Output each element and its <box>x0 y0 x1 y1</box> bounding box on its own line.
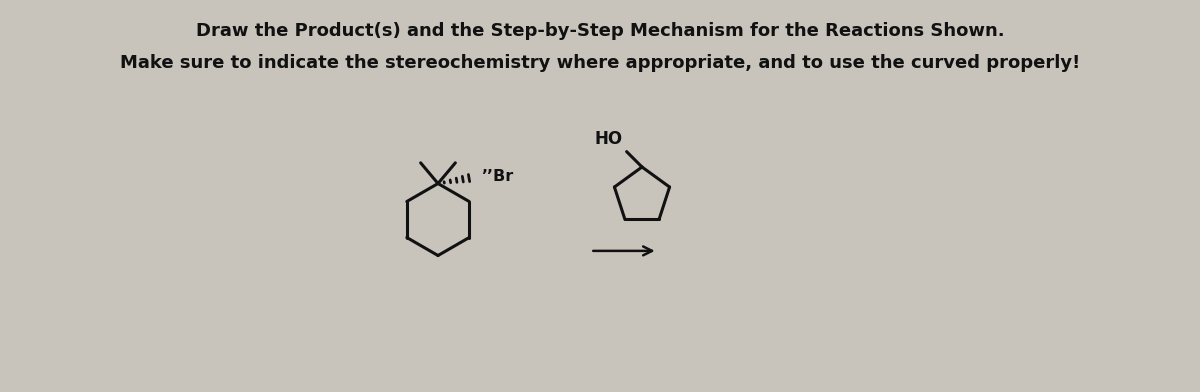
Text: Draw the Product(s) and the Step-by-Step Mechanism for the Reactions Shown.: Draw the Product(s) and the Step-by-Step… <box>196 22 1004 40</box>
Text: HO: HO <box>594 130 623 148</box>
Text: Make sure to indicate the stereochemistry where appropriate, and to use the curv: Make sure to indicate the stereochemistr… <box>120 54 1080 72</box>
Text: ’’Br: ’’Br <box>481 169 514 185</box>
